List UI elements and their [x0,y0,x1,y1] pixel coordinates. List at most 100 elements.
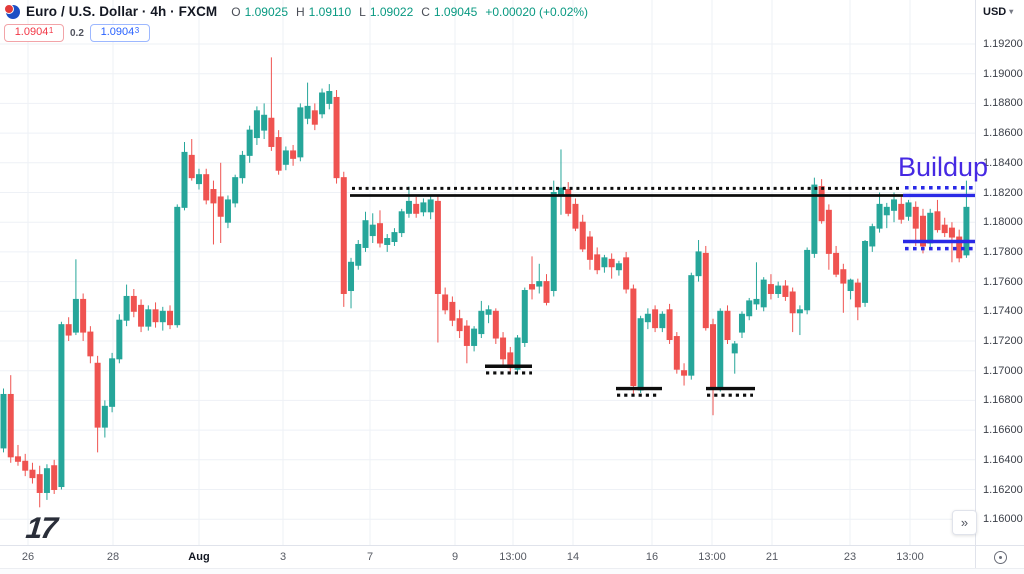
candle-body [72,298,79,333]
candle-body [623,257,630,290]
candle-body [181,151,188,208]
candle-body [355,243,362,266]
time-axis[interactable]: 26 28 Aug 3 7 9 13:00 14 16 13:00 21 23 13:00 [0,545,1024,569]
candle-body [637,318,644,391]
candle-body [767,284,774,294]
time-axis-label: 7 [366,551,374,563]
candle-body [405,200,412,214]
bottom-strip [0,568,1024,574]
currency-selector[interactable]: USD ▾ [983,6,1013,18]
price-axis-label: 1.18000 [983,216,1023,229]
candle-body [463,325,470,346]
buy-price-button[interactable]: 1.0904 3 [89,24,150,42]
open-label: O [231,4,241,19]
price-axis-label: 1.18400 [983,156,1023,169]
candle-body [22,460,29,471]
candle-body [253,110,260,139]
bid-ask-row: 1.0904 1 0.2 1.0904 3 [4,24,150,42]
candle-body [167,310,174,326]
candle-body [673,336,680,370]
candle-body [232,177,239,204]
candle-body [123,295,130,321]
candle-body [818,186,825,222]
candle-body [586,236,593,260]
candle-body [246,129,253,156]
candle-body [934,211,941,231]
buy-price: 1.0904 [100,26,135,38]
candle-body [174,206,181,326]
ohlc-values: O 1.09025 H 1.09110 L 1.09022 C 1.09045 +0.0… [231,5,588,19]
candle-body [492,310,499,339]
candle-body [217,196,224,217]
candle-body [210,189,217,204]
candle-body [224,199,231,223]
candle-body [36,474,43,493]
timezone-settings-icon[interactable] [994,551,1007,564]
candle-body [420,202,427,213]
candle-body [608,258,615,268]
candle-body [630,288,637,387]
candle-body [268,117,275,147]
candle-body [659,313,666,329]
candle-body [333,96,340,179]
candle-body [644,313,651,323]
candle-body [565,189,572,214]
symbol-logo-accent [4,3,14,14]
candle-body [891,199,898,211]
candle-body [326,91,333,104]
price-axis-label: 1.18800 [983,97,1023,110]
candle-body [362,220,369,248]
currency-label: USD [983,6,1007,18]
candle-body [948,227,955,238]
candle-body [87,331,94,357]
candle-body [746,300,753,317]
candle-body [796,309,803,314]
candle-body [753,298,760,305]
sell-price-button[interactable]: 1.0904 1 [4,24,64,42]
buildup-annotation-text[interactable]: Buildup [898,152,989,182]
price-axis-label: 1.17200 [983,335,1023,347]
price-axis-label: 1.16800 [983,394,1023,407]
price-axis-label: 1.18600 [983,127,1023,140]
candle-body [666,309,673,341]
price-axis-label: 1.17600 [983,275,1023,288]
price-axis[interactable]: USD ▾ 1.19200 1.19000 1.18800 1.18600 1.1840… [975,0,1024,545]
candle-body [297,107,304,158]
symbol-legend[interactable]: Euro / U.S. Dollar · 4h · FXCM O 1.09025 … [4,3,588,19]
candle-body [869,226,876,247]
tradingview-logo-watermark: 17 [24,512,58,545]
candle-body [413,203,420,214]
candle-body [529,284,536,290]
candle-body [449,301,456,321]
collapse-toolbar-button[interactable]: » [952,510,977,535]
candle-body [94,362,101,428]
price-axis-label: 1.17000 [983,364,1023,377]
candle-body [290,150,297,159]
symbol-title[interactable]: Euro / U.S. Dollar · 4h · FXCM [26,4,218,19]
candle-body [152,309,159,323]
candle-body [261,114,268,131]
candle-body [695,251,702,277]
time-axis-label: 3 [279,551,287,563]
candle-body [348,261,355,292]
candle-body [579,221,586,250]
candle-body [854,282,861,308]
candle-body [500,337,507,360]
candle-body [738,313,745,333]
buy-price-sup: 3 [134,26,140,35]
time-axis-label: 14 [566,551,580,563]
candle-body [65,324,72,336]
price-axis-label: 1.19000 [983,67,1023,80]
candle-body [717,310,724,390]
axis-corner[interactable] [975,546,1024,569]
candle-body [0,393,7,449]
candle-body [782,285,789,297]
candle-body [239,154,246,179]
candle-body [963,206,970,256]
price-axis-label: 1.17800 [983,245,1023,258]
candle-body [159,310,166,323]
candle-body [760,279,767,308]
high-value: 1.09110 [308,4,352,19]
time-axis-label: 13:00 [896,551,924,563]
